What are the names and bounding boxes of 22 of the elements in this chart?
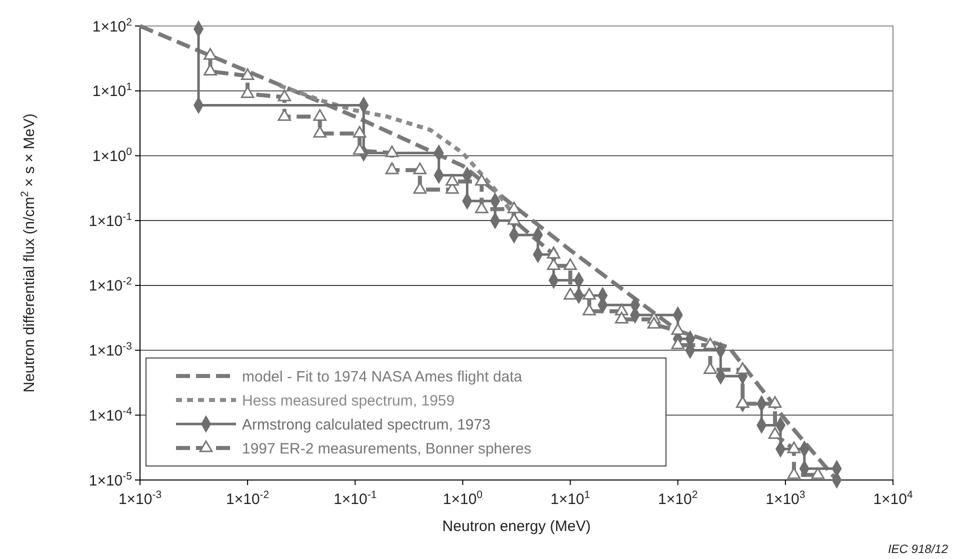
x-tick-label: 1×10$^{1}$ [550, 489, 590, 508]
y-tick-label: 1×10$^{-3}$ [88, 340, 132, 360]
y-tick-label: 1×10$^{-5}$ [88, 470, 132, 490]
x-tick-label: 1×10$^{-2}$ [226, 489, 270, 508]
x-tick-label: 1×10$^{-3}$ [118, 489, 162, 508]
y-tick-label: 1×10$^{0}$ [92, 146, 132, 165]
x-tick-label: 1×10$^{4}$ [873, 489, 913, 508]
y-tick-label: 1×10$^{-1}$ [88, 210, 132, 230]
x-tick-label: 1×10$^{2}$ [658, 489, 698, 508]
x-axis-title: Neutron energy (MeV) [442, 518, 591, 535]
legend-label: Hess measured spectrum, 1959 [242, 392, 455, 410]
x-tick-label: 1×10$^{-1}$ [334, 489, 377, 508]
legend-label: 1997 ER-2 measurements, Bonner spheres [242, 440, 532, 458]
y-tick-label: 1×10$^{2}$ [92, 16, 132, 36]
text: IEC 918/12 [888, 542, 948, 556]
x-tick-label: 1×10$^{3}$ [766, 489, 806, 508]
y-tick-label: 1×10$^{1}$ [92, 81, 132, 100]
legend-label: model - Fit to 1974 NASA Ames flight data [242, 368, 523, 386]
legend-label: Armstrong calculated spectrum, 1973 [242, 416, 490, 434]
x-tick-label: 1×10$^{0}$ [442, 489, 483, 508]
y-tick-label: 1×10$^{-4}$ [88, 405, 132, 424]
y-tick-label: 1×10$^{-2}$ [88, 276, 132, 295]
